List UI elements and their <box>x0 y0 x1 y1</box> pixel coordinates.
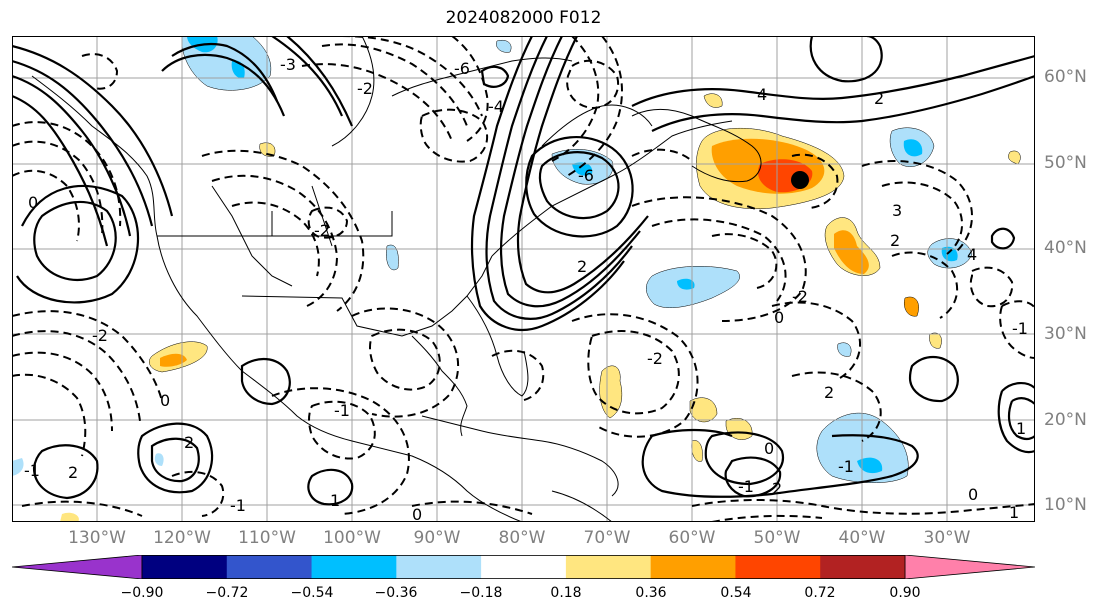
lon-label-30w: 30°W <box>923 528 971 548</box>
negative-anomaly-region <box>941 246 958 262</box>
colorbar-tick: 0.36 <box>635 585 667 601</box>
lon-label-70w: 70°W <box>583 528 631 548</box>
colorbar-segment <box>481 555 567 579</box>
colorbar-segment <box>735 555 821 579</box>
colorbar-tick: 0.18 <box>550 585 582 601</box>
colorbar-segment <box>820 555 906 579</box>
lon-label-80w: 80°W <box>498 528 546 548</box>
contour-label: -2 <box>357 79 373 98</box>
contour-label: -2 <box>314 221 330 240</box>
contour-label: -1 <box>838 457 854 476</box>
colorbar-extend-high <box>904 554 1036 580</box>
contour-label: 2 <box>772 479 782 498</box>
positive-contours <box>12 36 1035 506</box>
contour-label: -1 <box>24 461 40 480</box>
contour-label: -1 <box>230 496 246 515</box>
contour-label: -6 <box>578 166 594 185</box>
lon-label-50w: 50°W <box>753 528 801 548</box>
colorbar-tick: 0.72 <box>804 585 836 601</box>
colorbar-segment <box>226 555 313 579</box>
lon-label-90w: 90°W <box>413 528 461 548</box>
lon-label-60w: 60°W <box>668 528 716 548</box>
contour-labels: -6 -4 -6 4 2 -3 -2 -2 2 -2 0 -1 1 2 0 -1… <box>24 55 1028 522</box>
lat-label-50n: 50°N <box>1044 153 1087 173</box>
lat-label-40n: 40°N <box>1044 238 1087 258</box>
colorbar-tick: −0.54 <box>290 585 334 601</box>
negative-anomaly-region <box>677 278 695 290</box>
lat-label-60n: 60°N <box>1044 67 1087 87</box>
colorbar-segment <box>142 555 228 579</box>
contour-label: 2 <box>890 231 900 250</box>
colorbar <box>11 554 1036 580</box>
contour-label: 1 <box>1009 503 1019 522</box>
positive-anomaly-region <box>689 397 718 423</box>
positive-anomaly-region <box>929 332 942 349</box>
weather-map: -6 -4 -6 4 2 -3 -2 -2 2 -2 0 -1 1 2 0 -1… <box>12 36 1035 522</box>
contour-label: -6 <box>454 59 470 78</box>
contour-label: -2 <box>792 287 808 306</box>
positive-anomaly-region <box>160 353 187 367</box>
negative-contours <box>12 36 1035 522</box>
positive-anomaly-region <box>904 296 919 317</box>
contour-label: 2 <box>184 433 194 452</box>
graticule <box>12 36 1035 522</box>
contour-label: -4 <box>488 97 504 116</box>
contour-label: 0 <box>764 439 774 458</box>
negative-anomaly-region <box>857 457 883 474</box>
colorbar-segment <box>650 555 736 579</box>
colorbar-tick: −0.72 <box>205 585 249 601</box>
contour-label: 3 <box>892 201 902 220</box>
contour-label: 2 <box>68 463 78 482</box>
colorbar-tick: 0.90 <box>889 585 921 601</box>
negative-anomaly-region <box>903 139 923 157</box>
negative-anomaly-region <box>837 342 852 357</box>
positive-anomaly-region <box>60 512 79 522</box>
negative-anomaly-region <box>496 40 512 53</box>
contour-label: 0 <box>968 485 978 504</box>
colorbar-segment <box>565 555 652 579</box>
contour-label: 1 <box>1016 419 1026 438</box>
contour-label: -2 <box>647 349 663 368</box>
contour-label: 2 <box>824 383 834 402</box>
negative-anomaly-region <box>154 453 164 466</box>
colorbar-tick: −0.90 <box>120 585 164 601</box>
contour-label: 2 <box>577 257 587 276</box>
colorbar-tick: −0.18 <box>459 585 503 601</box>
contour-label: 2 <box>874 89 884 108</box>
contour-label: -1 <box>334 401 350 420</box>
contour-label: -1 <box>1012 319 1028 338</box>
map-title: 2024082000 F012 <box>445 8 602 28</box>
lon-label-110w: 110°W <box>238 528 296 548</box>
storm-center-marker <box>791 171 809 189</box>
contour-label: 4 <box>757 85 767 104</box>
colorbar-tick: −0.36 <box>374 585 418 601</box>
negative-anomaly-region <box>12 458 24 476</box>
lon-label-40w: 40°W <box>838 528 886 548</box>
contour-label: 0 <box>774 308 784 327</box>
lon-label-120w: 120°W <box>153 528 211 548</box>
positive-anomaly-region <box>703 93 723 108</box>
contour-label: -2 <box>92 326 108 345</box>
contour-label: 4 <box>967 245 977 264</box>
lat-label-20n: 20°N <box>1044 410 1087 430</box>
contour-label: 0 <box>160 391 170 410</box>
negative-anomaly-region <box>572 162 593 176</box>
contour-label: 0 <box>28 193 38 212</box>
contour-label: 0 <box>412 505 422 522</box>
lat-label-30n: 30°N <box>1044 324 1087 344</box>
contour-label: -3 <box>280 55 296 74</box>
colorbar-segment <box>311 555 397 579</box>
lat-label-10n: 10°N <box>1044 495 1087 515</box>
colorbar-tick: 0.54 <box>720 585 752 601</box>
contour-label: -1 <box>738 477 754 496</box>
lon-label-100w: 100°W <box>323 528 381 548</box>
colorbar-segment <box>396 555 482 579</box>
lon-label-130w: 130°W <box>68 528 126 548</box>
coastlines <box>31 36 762 522</box>
contour-label: 1 <box>330 491 340 510</box>
positive-anomaly-region <box>834 230 869 274</box>
colorbar-extend-low <box>11 554 143 580</box>
negative-anomaly-region <box>386 244 399 271</box>
